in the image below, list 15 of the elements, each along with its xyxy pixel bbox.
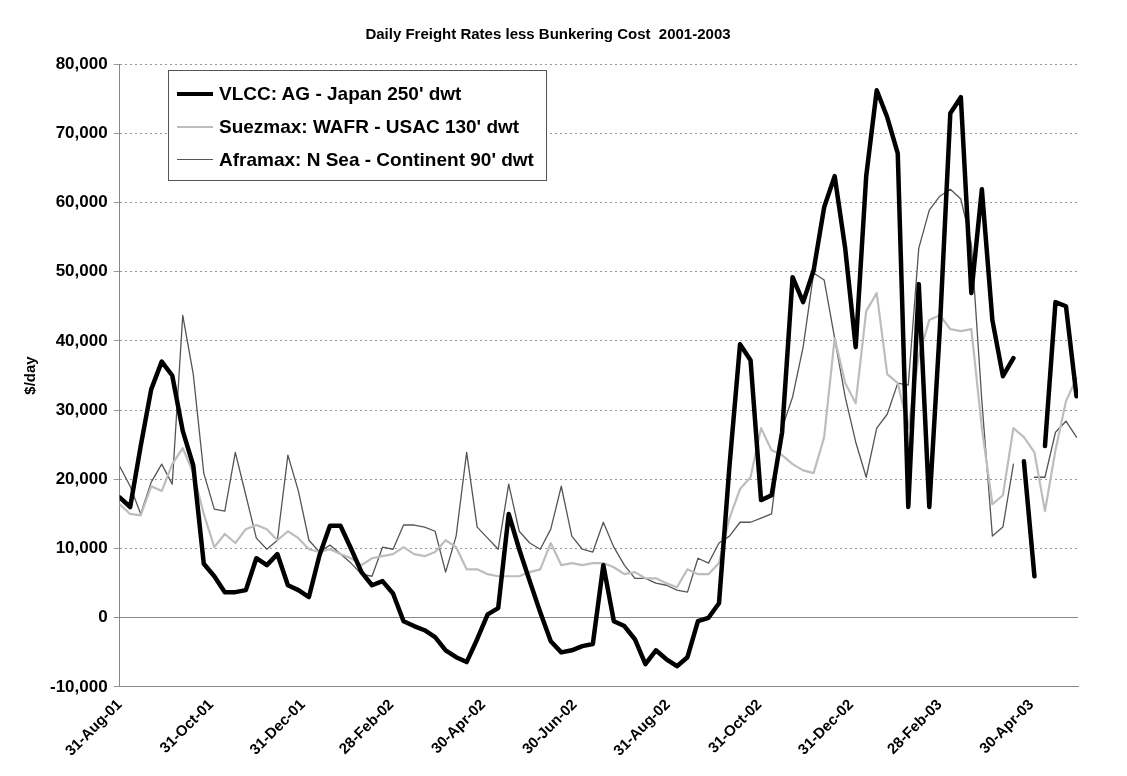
y-tick-label: 10,000 bbox=[55, 538, 108, 558]
y-tick-label: 30,000 bbox=[55, 399, 108, 419]
chart-title: Daily Freight Rates less Bunkering Cost 2001-2003 bbox=[365, 25, 731, 43]
y-tick-label: 70,000 bbox=[55, 122, 108, 142]
legend-label: Aframax: N Sea - Continent 90' dwt bbox=[219, 148, 534, 171]
y-tick-label: 60,000 bbox=[55, 192, 108, 212]
y-tick-label: 80,000 bbox=[55, 53, 108, 73]
y-tick-label: 20,000 bbox=[55, 469, 108, 489]
y-axis-title: $/day bbox=[21, 355, 39, 395]
y-tick-label: 50,000 bbox=[55, 261, 108, 281]
y-tick-label: 0 bbox=[98, 607, 108, 627]
legend-label: Suezmax: WAFR - USAC 130' dwt bbox=[219, 115, 520, 138]
legend-label: VLCC: AG - Japan 250' dwt bbox=[219, 82, 462, 105]
y-tick-label: -10,000 bbox=[49, 676, 108, 696]
y-tick-label: 40,000 bbox=[55, 330, 108, 350]
